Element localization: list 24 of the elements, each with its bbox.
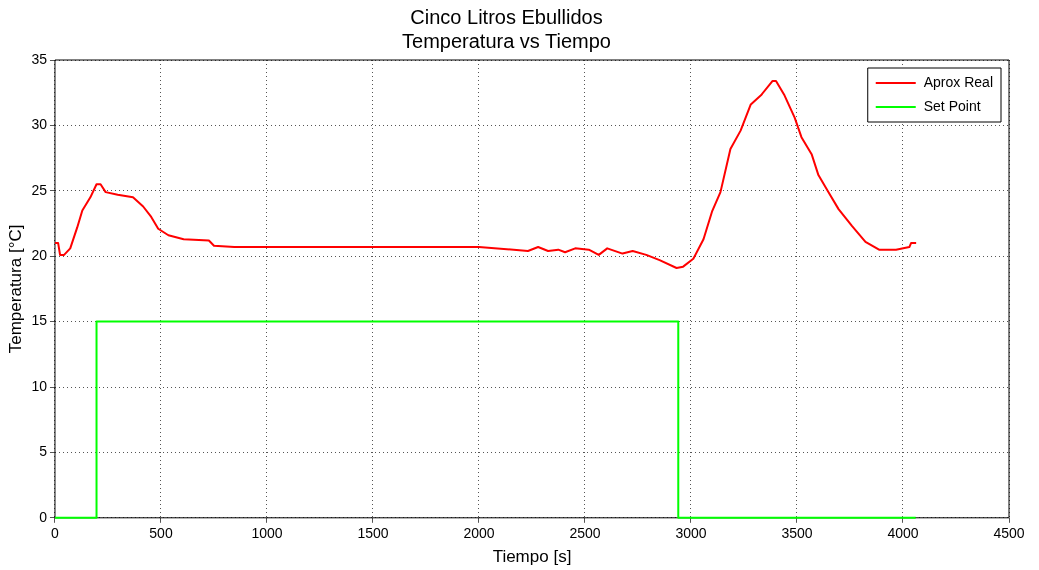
chart-title: Cinco Litros Ebullidos — [410, 5, 603, 28]
x-tick-label: 2000 — [463, 525, 495, 542]
x-tick-label: 4000 — [887, 525, 919, 542]
y-tick-label: 15 — [31, 312, 48, 329]
x-tick-label: 3000 — [675, 525, 707, 542]
chart-subtitle: Temperatura vs Tiempo — [402, 29, 611, 52]
legend-label: Set Point — [923, 97, 981, 114]
y-tick-label: 0 — [39, 508, 48, 525]
x-tick-label: 500 — [149, 525, 173, 542]
x-tick-label: 1500 — [357, 525, 389, 542]
y-tick-label: 35 — [31, 50, 48, 67]
y-tick-label: 30 — [31, 116, 48, 133]
y-tick-label: 5 — [39, 443, 48, 460]
y-axis-title: Temperatura [°C] — [5, 224, 25, 354]
x-axis-title: Tiempo [s] — [492, 547, 572, 567]
x-tick-label: 2500 — [569, 525, 601, 542]
y-tick-label: 20 — [31, 247, 48, 264]
legend-label: Aprox Real — [923, 73, 994, 90]
y-tick-label: 25 — [31, 181, 48, 198]
y-tick-label: 10 — [31, 377, 48, 394]
x-tick-label: 4500 — [993, 525, 1025, 542]
x-tick-label: 3500 — [781, 525, 813, 542]
x-tick-label: 1000 — [251, 525, 283, 542]
x-tick-label: 0 — [51, 525, 60, 542]
